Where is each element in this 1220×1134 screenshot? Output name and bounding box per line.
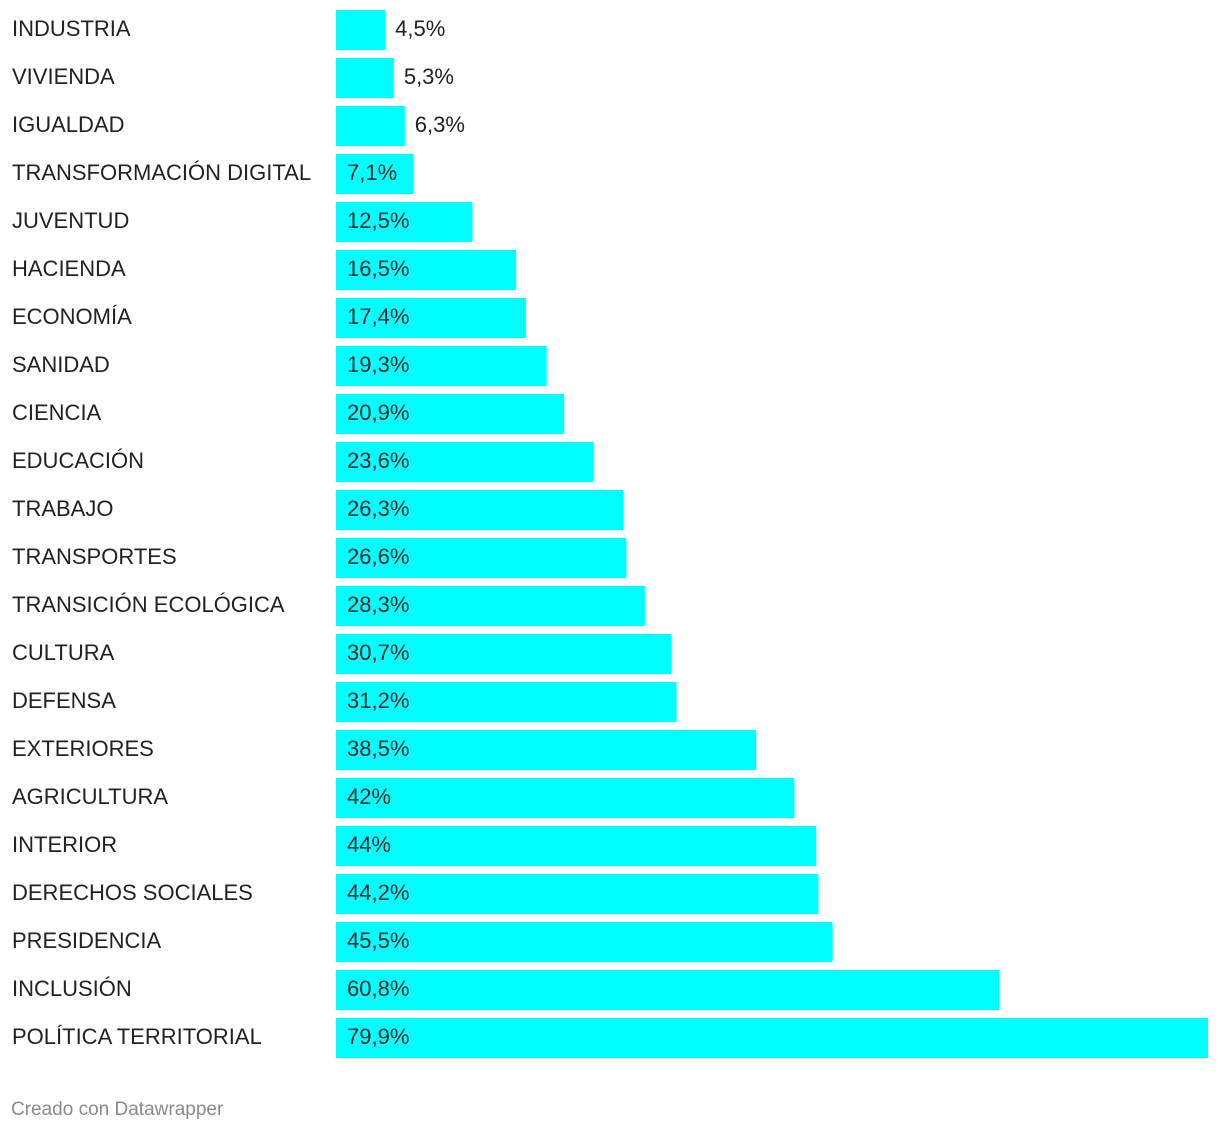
value-label: 19,3% bbox=[347, 352, 409, 377]
category-label: EXTERIORES bbox=[12, 736, 154, 761]
bar bbox=[336, 154, 414, 194]
category-label: PRESIDENCIA bbox=[12, 928, 161, 953]
value-label: 12,5% bbox=[347, 208, 409, 233]
value-label: 44% bbox=[347, 832, 391, 857]
bar bbox=[336, 442, 594, 482]
value-label: 44,2% bbox=[347, 880, 409, 905]
value-label: 42% bbox=[347, 784, 391, 809]
bar bbox=[336, 202, 473, 242]
value-label: 20,9% bbox=[347, 400, 409, 425]
credit: Creado con Datawrapper bbox=[11, 1099, 224, 1120]
value-label: 60,8% bbox=[347, 976, 409, 1001]
category-label: JUVENTUD bbox=[12, 208, 129, 233]
bar bbox=[336, 346, 547, 386]
category-label: POLÍTICA TERRITORIAL bbox=[12, 1024, 262, 1049]
category-label: IGUALDAD bbox=[12, 112, 124, 137]
category-label: TRANSFORMACIÓN DIGITAL bbox=[12, 160, 311, 185]
value-label: 6,3% bbox=[415, 112, 465, 137]
bar bbox=[336, 922, 833, 962]
bar bbox=[336, 1018, 1208, 1058]
category-label: INCLUSIÓN bbox=[12, 976, 132, 1001]
bar bbox=[336, 490, 624, 530]
value-label: 30,7% bbox=[347, 640, 409, 665]
category-label: SANIDAD bbox=[12, 352, 110, 377]
bar bbox=[336, 730, 757, 770]
bar bbox=[336, 634, 672, 674]
bar bbox=[336, 874, 819, 914]
bar bbox=[336, 298, 526, 338]
bar bbox=[336, 10, 386, 50]
category-label: HACIENDA bbox=[12, 256, 126, 281]
value-label: 4,5% bbox=[395, 16, 445, 41]
category-label: AGRICULTURA bbox=[12, 784, 168, 809]
category-label: TRANSICIÓN ECOLÓGICA bbox=[12, 592, 285, 617]
bar bbox=[336, 970, 1000, 1010]
bar bbox=[336, 106, 405, 146]
bar bbox=[336, 778, 795, 818]
category-label: TRABAJO bbox=[12, 496, 113, 521]
category-label: TRANSPORTES bbox=[12, 544, 177, 569]
value-label: 28,3% bbox=[347, 592, 409, 617]
bar bbox=[336, 682, 677, 722]
value-label: 5,3% bbox=[404, 64, 454, 89]
bar bbox=[336, 250, 517, 290]
category-label: CIENCIA bbox=[12, 400, 102, 425]
value-label: 23,6% bbox=[347, 448, 409, 473]
bar bbox=[336, 586, 645, 626]
value-label: 26,6% bbox=[347, 544, 409, 569]
category-label: EDUCACIÓN bbox=[12, 448, 144, 473]
bar bbox=[336, 538, 627, 578]
category-label: ECONOMÍA bbox=[12, 304, 132, 329]
value-label: 38,5% bbox=[347, 736, 409, 761]
category-label: VIVIENDA bbox=[12, 64, 115, 89]
category-label: DEFENSA bbox=[12, 688, 116, 713]
bar bbox=[336, 58, 394, 98]
value-label: 17,4% bbox=[347, 304, 409, 329]
category-label: INDUSTRIA bbox=[12, 16, 131, 41]
value-label: 79,9% bbox=[347, 1024, 409, 1049]
value-label: 31,2% bbox=[347, 688, 409, 713]
value-label: 26,3% bbox=[347, 496, 409, 521]
value-label: 45,5% bbox=[347, 928, 409, 953]
value-label: 16,5% bbox=[347, 256, 409, 281]
value-label: 7,1% bbox=[347, 160, 397, 185]
bar bbox=[336, 826, 817, 866]
category-label: CULTURA bbox=[12, 640, 115, 665]
category-label: INTERIOR bbox=[12, 832, 117, 857]
bar bbox=[336, 394, 565, 434]
category-label: DERECHOS SOCIALES bbox=[12, 880, 253, 905]
